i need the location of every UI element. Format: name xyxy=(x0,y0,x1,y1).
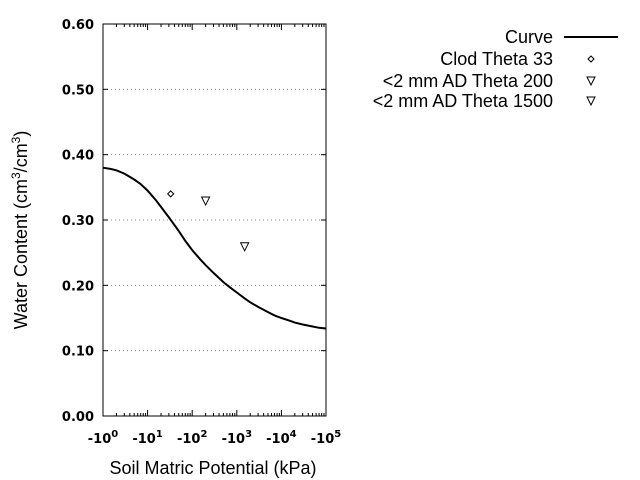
plot-frame xyxy=(102,23,327,417)
legend-label: Curve xyxy=(505,27,553,47)
data-point-triangle-down xyxy=(239,242,250,252)
axis-ticks: 0.00 0.10 0.20 0.30 0.40 0.50 0.60 -100 -101 -102… xyxy=(62,18,341,447)
x-tick-label: -100 xyxy=(88,429,119,447)
data-point-triangle-down xyxy=(200,196,211,207)
x-tick-label: -104 xyxy=(266,429,297,447)
retention-curve-line xyxy=(102,166,327,330)
x-axis-title: Soil Matric Potential (kPa) xyxy=(109,458,316,478)
grid-lines xyxy=(103,88,326,352)
legend-label: <2 mm AD Theta 1500 xyxy=(373,91,553,111)
data-point-diamond xyxy=(167,190,175,198)
y-tick-label: 0.60 xyxy=(62,18,94,33)
y-tick-label: 0.20 xyxy=(62,279,94,294)
x-tick-label: -105 xyxy=(311,429,342,447)
y-axis-title: Water Content (cm3/cm3) xyxy=(9,131,31,330)
legend-label: <2 mm AD Theta 200 xyxy=(383,71,553,91)
legend-label: Clod Theta 33 xyxy=(440,49,553,69)
y-tick-label: 0.30 xyxy=(62,214,94,229)
y-tick-label: 0.40 xyxy=(62,149,94,164)
y-tick-label: 0.00 xyxy=(62,410,94,425)
y-tick-label: 0.10 xyxy=(62,345,94,360)
x-tick-label: -101 xyxy=(132,429,163,447)
x-tick-label: -102 xyxy=(177,429,208,447)
legend-marker-diamond xyxy=(587,55,595,63)
y-tick-label: 0.50 xyxy=(62,83,94,98)
legend-marker-triangle-down xyxy=(586,96,596,107)
series-layer xyxy=(102,166,327,330)
x-tick-label: -103 xyxy=(222,429,252,447)
legend-marker-triangle-down xyxy=(586,76,596,87)
